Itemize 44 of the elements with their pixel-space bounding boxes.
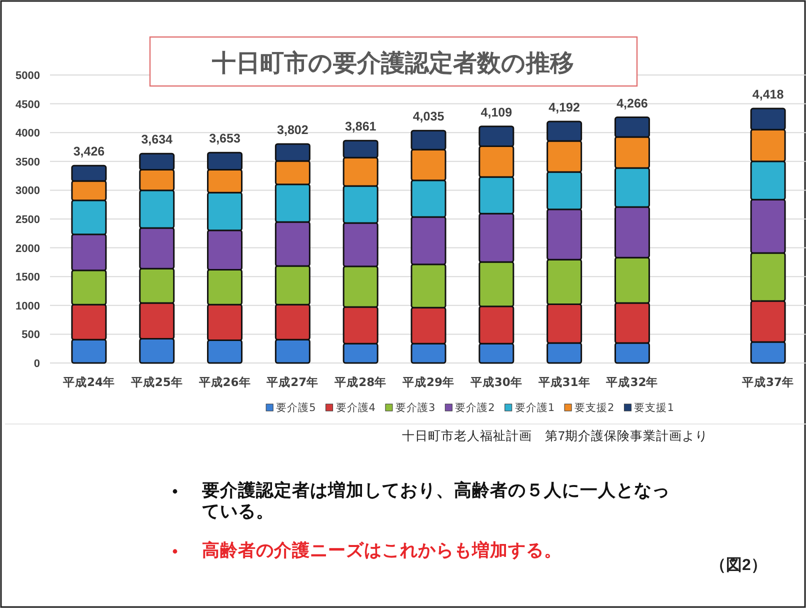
x-tick-label: 平成27年 [266,375,319,389]
x-tick-label: 平成31年 [537,375,590,389]
total-label: 3,426 [73,144,105,159]
annotation: （図2） [710,556,768,576]
y-tick-label: 4500 [16,98,40,111]
y-tick-label: 3500 [16,156,40,168]
x-tick-label: 平成30年 [469,375,522,389]
y-tick-label: 5000 [16,70,40,82]
chart-title: 十日町市の要介護認定者数の推移 [211,49,574,77]
legend-label: 要介護2 [455,401,495,414]
total-label: 4,035 [412,110,444,124]
x-tick-label: 平成37年 [741,375,794,389]
legend-label: 要介護3 [395,401,436,414]
annotation: 十日町市老人福祉計画 第7期介護保険事業計画より [402,429,709,444]
title: 十日町市の要介護認定者数の推移 [149,36,638,87]
x-tick-label: 平成25年 [130,375,183,389]
y-tick-label: 4000 [16,128,40,140]
total-label: 3,634 [141,132,173,147]
y-tick-label: 1000 [16,300,40,312]
x-tick-label: 平成32年 [605,375,658,389]
total-label: 4,109 [480,105,512,120]
x-tick-label: 平成24年 [62,375,115,389]
y-tick-label: 2500 [16,214,40,226]
total-label: 3,861 [344,120,376,134]
annotation: 要介護認定者は増加しており、高齢者の５人に一人となっている。 [202,480,671,522]
y-tick-label: 1500 [16,272,40,284]
total-label: 4,192 [548,100,580,115]
annotation: 高齢者の介護ニーズはこれからも増加する。 [202,540,563,561]
legend-label: 要支援1 [634,401,674,414]
y-tick-label: 2000 [16,242,40,255]
legend-label: 要介護1 [514,401,555,414]
total-label: 4,418 [752,88,784,102]
y-tick-label: 3000 [16,185,40,198]
y-tick-label: 0 [34,358,40,370]
total-label: 3,653 [209,132,240,146]
legend-label: 要支援2 [574,401,614,414]
x-tick-label: 平成29年 [401,375,455,389]
x-tick-label: 平成28年 [334,375,387,389]
y-tick-label: 500 [22,329,40,342]
x-tick-label: 平成26年 [198,375,251,389]
legend-label: 要介護5 [276,401,316,414]
total-label: 4,266 [616,96,648,110]
total-label: 3,802 [277,123,308,138]
legend-label: 要介護4 [336,401,376,414]
